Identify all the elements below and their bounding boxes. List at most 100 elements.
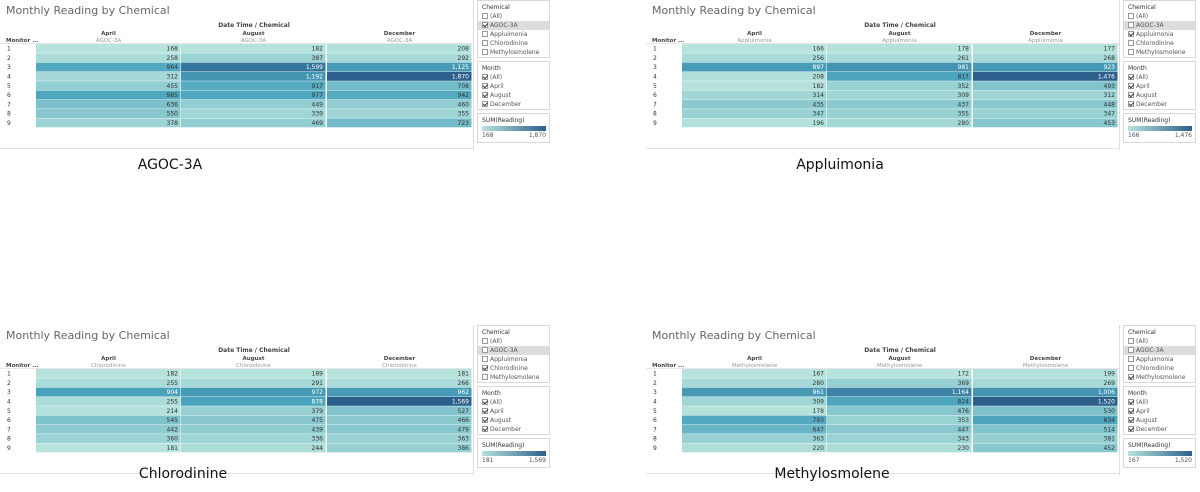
heatmap-cell[interactable] xyxy=(827,44,972,53)
chemical-filter-option[interactable]: Methylosmolene xyxy=(1124,48,1195,57)
heatmap-cell[interactable] xyxy=(682,434,827,443)
heatmap-cell[interactable] xyxy=(827,71,972,81)
checkbox-icon[interactable] xyxy=(1128,417,1134,423)
heatmap-cell[interactable] xyxy=(973,53,1118,63)
checkbox-icon[interactable] xyxy=(482,417,488,423)
heatmap-cell[interactable] xyxy=(181,53,326,63)
heatmap-cell[interactable] xyxy=(181,415,326,425)
chemical-filter-option[interactable]: Chlorodinine xyxy=(478,39,549,48)
checkbox-icon[interactable] xyxy=(482,399,488,405)
heatmap-cell[interactable] xyxy=(827,53,972,63)
heatmap-cell[interactable] xyxy=(973,406,1118,416)
heatmap-cell[interactable] xyxy=(827,81,972,91)
checkbox-icon[interactable] xyxy=(482,13,488,19)
heatmap-cell[interactable] xyxy=(327,44,472,53)
heatmap-cell[interactable] xyxy=(181,387,326,397)
heatmap-cell[interactable] xyxy=(973,99,1118,109)
heatmap-cell[interactable] xyxy=(682,71,827,81)
chemical-filter-option[interactable]: (All) xyxy=(478,12,549,21)
heatmap-cell[interactable] xyxy=(181,424,326,434)
heatmap-cell[interactable] xyxy=(327,99,472,109)
checkbox-icon[interactable] xyxy=(482,374,488,380)
heatmap-cell[interactable] xyxy=(181,71,326,81)
heatmap-cell[interactable] xyxy=(682,415,827,425)
heatmap-cell[interactable] xyxy=(327,415,472,425)
checkbox-icon[interactable] xyxy=(1128,426,1134,432)
heatmap-cell[interactable] xyxy=(36,81,181,91)
heatmap-cell[interactable] xyxy=(973,434,1118,443)
heatmap-cell[interactable] xyxy=(36,424,181,434)
heatmap-cell[interactable] xyxy=(327,81,472,91)
heatmap-cell[interactable] xyxy=(36,62,181,72)
checkbox-icon[interactable] xyxy=(482,356,488,362)
heatmap-cell[interactable] xyxy=(682,118,827,128)
checkbox-icon[interactable] xyxy=(482,347,488,353)
month-filter-option[interactable]: (All) xyxy=(1124,398,1195,407)
checkbox-icon[interactable] xyxy=(482,101,488,107)
heatmap-cell[interactable] xyxy=(36,443,181,453)
month-filter-option[interactable]: August xyxy=(1124,91,1195,100)
heatmap-cell[interactable] xyxy=(36,44,181,53)
heatmap-cell[interactable] xyxy=(181,369,326,378)
heatmap-cell[interactable] xyxy=(36,378,181,388)
heatmap-cell[interactable] xyxy=(36,53,181,63)
heatmap-cell[interactable] xyxy=(327,434,472,443)
heatmap-cell[interactable] xyxy=(827,406,972,416)
checkbox-icon[interactable] xyxy=(482,365,488,371)
checkbox-icon[interactable] xyxy=(1128,408,1134,414)
heatmap-cell[interactable] xyxy=(327,424,472,434)
heatmap-cell[interactable] xyxy=(682,443,827,453)
checkbox-icon[interactable] xyxy=(482,92,488,98)
heatmap-cell[interactable] xyxy=(973,396,1118,406)
heatmap-cell[interactable] xyxy=(327,406,472,416)
heatmap-cell[interactable] xyxy=(181,396,326,406)
heatmap-cell[interactable] xyxy=(181,90,326,100)
heatmap-cell[interactable] xyxy=(973,90,1118,100)
heatmap-cell[interactable] xyxy=(327,443,472,453)
heatmap-cell[interactable] xyxy=(181,443,326,453)
month-filter-option[interactable]: April xyxy=(1124,407,1195,416)
heatmap-cell[interactable] xyxy=(682,99,827,109)
chemical-filter-option[interactable]: Methylosmolene xyxy=(478,373,549,382)
heatmap-cell[interactable] xyxy=(327,53,472,63)
heatmap-cell[interactable] xyxy=(181,44,326,53)
chemical-filter-option[interactable]: Appluimonia xyxy=(1124,355,1195,364)
heatmap-cell[interactable] xyxy=(827,62,972,72)
chemical-filter-option[interactable]: AGOC-3A xyxy=(1124,346,1195,355)
heatmap-cell[interactable] xyxy=(682,53,827,63)
heatmap-cell[interactable] xyxy=(682,406,827,416)
heatmap-cell[interactable] xyxy=(682,109,827,118)
month-filter-option[interactable]: December xyxy=(1124,425,1195,434)
month-filter-option[interactable]: August xyxy=(478,91,549,100)
heatmap-cell[interactable] xyxy=(181,81,326,91)
checkbox-icon[interactable] xyxy=(1128,49,1134,55)
heatmap-cell[interactable] xyxy=(327,378,472,388)
heatmap-cell[interactable] xyxy=(682,424,827,434)
checkbox-icon[interactable] xyxy=(1128,101,1134,107)
month-filter-option[interactable]: December xyxy=(1124,100,1195,109)
heatmap-cell[interactable] xyxy=(827,99,972,109)
heatmap-cell[interactable] xyxy=(827,424,972,434)
checkbox-icon[interactable] xyxy=(1128,31,1134,37)
heatmap-cell[interactable] xyxy=(827,434,972,443)
heatmap-cell[interactable] xyxy=(827,369,972,378)
heatmap-cell[interactable] xyxy=(181,109,326,118)
heatmap-cell[interactable] xyxy=(682,90,827,100)
checkbox-icon[interactable] xyxy=(1128,13,1134,19)
month-filter-option[interactable]: April xyxy=(478,407,549,416)
chemical-filter-option[interactable]: (All) xyxy=(1124,337,1195,346)
heatmap-cell[interactable] xyxy=(973,71,1118,81)
chemical-filter-option[interactable]: Methylosmolene xyxy=(478,48,549,57)
heatmap-cell[interactable] xyxy=(682,44,827,53)
heatmap-cell[interactable] xyxy=(36,415,181,425)
chemical-filter-option[interactable]: Chlorodinine xyxy=(478,364,549,373)
heatmap-cell[interactable] xyxy=(973,415,1118,425)
month-filter-option[interactable]: April xyxy=(478,82,549,91)
checkbox-icon[interactable] xyxy=(482,31,488,37)
heatmap-cell[interactable] xyxy=(827,415,972,425)
checkbox-icon[interactable] xyxy=(1128,338,1134,344)
chemical-filter-option[interactable]: (All) xyxy=(478,337,549,346)
checkbox-icon[interactable] xyxy=(1128,40,1134,46)
chemical-filter-option[interactable]: Appluimonia xyxy=(1124,30,1195,39)
month-filter-option[interactable]: (All) xyxy=(478,73,549,82)
